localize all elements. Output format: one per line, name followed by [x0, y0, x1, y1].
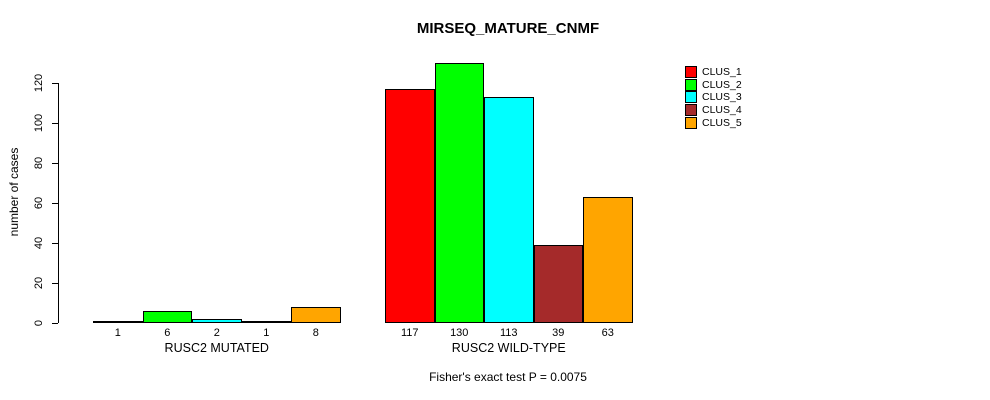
legend-swatch: [685, 66, 697, 79]
y-axis-line: [58, 83, 59, 323]
y-axis-title: number of cases: [7, 147, 21, 237]
x-axis-group-label: RUSC2 WILD-TYPE: [451, 341, 566, 355]
bar: [434, 63, 484, 323]
y-axis-tick: [52, 283, 58, 284]
y-axis-tick: [52, 323, 58, 324]
y-axis-tick: [52, 163, 58, 164]
y-axis-tick: [52, 243, 58, 244]
legend-row: CLUS_3: [685, 91, 742, 104]
x-axis-group-label: RUSC2 MUTATED: [164, 341, 269, 355]
y-axis-tick: [52, 203, 58, 204]
bar-value-label: 1: [263, 327, 270, 339]
legend-row: CLUS_4: [685, 104, 742, 117]
bar: [385, 89, 435, 323]
legend-label: CLUS_1: [702, 66, 742, 79]
bar: [484, 97, 534, 323]
bar: [241, 321, 291, 323]
legend: CLUS_1 CLUS_2 CLUS_3 CLUS_4 CLUS_5: [685, 66, 742, 129]
bar-value-label: 1: [114, 327, 121, 339]
legend-label: CLUS_3: [702, 91, 742, 104]
y-axis-tick-label: 120: [33, 73, 45, 93]
y-axis-tick: [52, 83, 58, 84]
bar-value-label: 39: [552, 327, 565, 339]
bar: [192, 319, 242, 323]
y-axis-tick-label: 20: [33, 276, 45, 290]
legend-label: CLUS_2: [702, 78, 742, 91]
annotation-text: Fisher's exact test P = 0.0075: [429, 370, 587, 384]
bar-value-label: 6: [164, 327, 171, 339]
bar-value-label: 113: [499, 327, 518, 339]
y-axis-tick-label: 80: [33, 156, 45, 170]
bar-value-label: 2: [213, 327, 220, 339]
legend-swatch: [685, 78, 697, 91]
legend-row: CLUS_2: [685, 78, 742, 92]
y-axis-tick: [52, 123, 58, 124]
bar: [93, 321, 143, 323]
bar: [533, 245, 583, 323]
y-axis-tick-label: 40: [33, 236, 45, 250]
bar: [583, 197, 633, 323]
chart-title: MIRSEQ_MATURE_CNMF: [416, 20, 600, 37]
legend-row: CLUS_5: [685, 116, 742, 129]
legend-swatch: [685, 104, 697, 117]
legend-label: CLUS_5: [702, 116, 742, 129]
y-axis-tick-label: 100: [33, 113, 45, 133]
bar-value-label: 63: [601, 327, 614, 339]
bar: [291, 307, 341, 323]
legend-label: CLUS_4: [702, 104, 742, 117]
bar-value-label: 8: [312, 327, 319, 339]
legend-row: CLUS_1: [685, 66, 742, 79]
y-axis-tick-label: 0: [33, 319, 45, 327]
bar-value-label: 117: [400, 327, 419, 339]
y-axis-tick-label: 60: [33, 196, 45, 210]
bar: [142, 311, 192, 323]
legend-swatch: [685, 91, 697, 104]
legend-swatch: [685, 116, 697, 129]
bar-value-label: 130: [450, 327, 469, 339]
